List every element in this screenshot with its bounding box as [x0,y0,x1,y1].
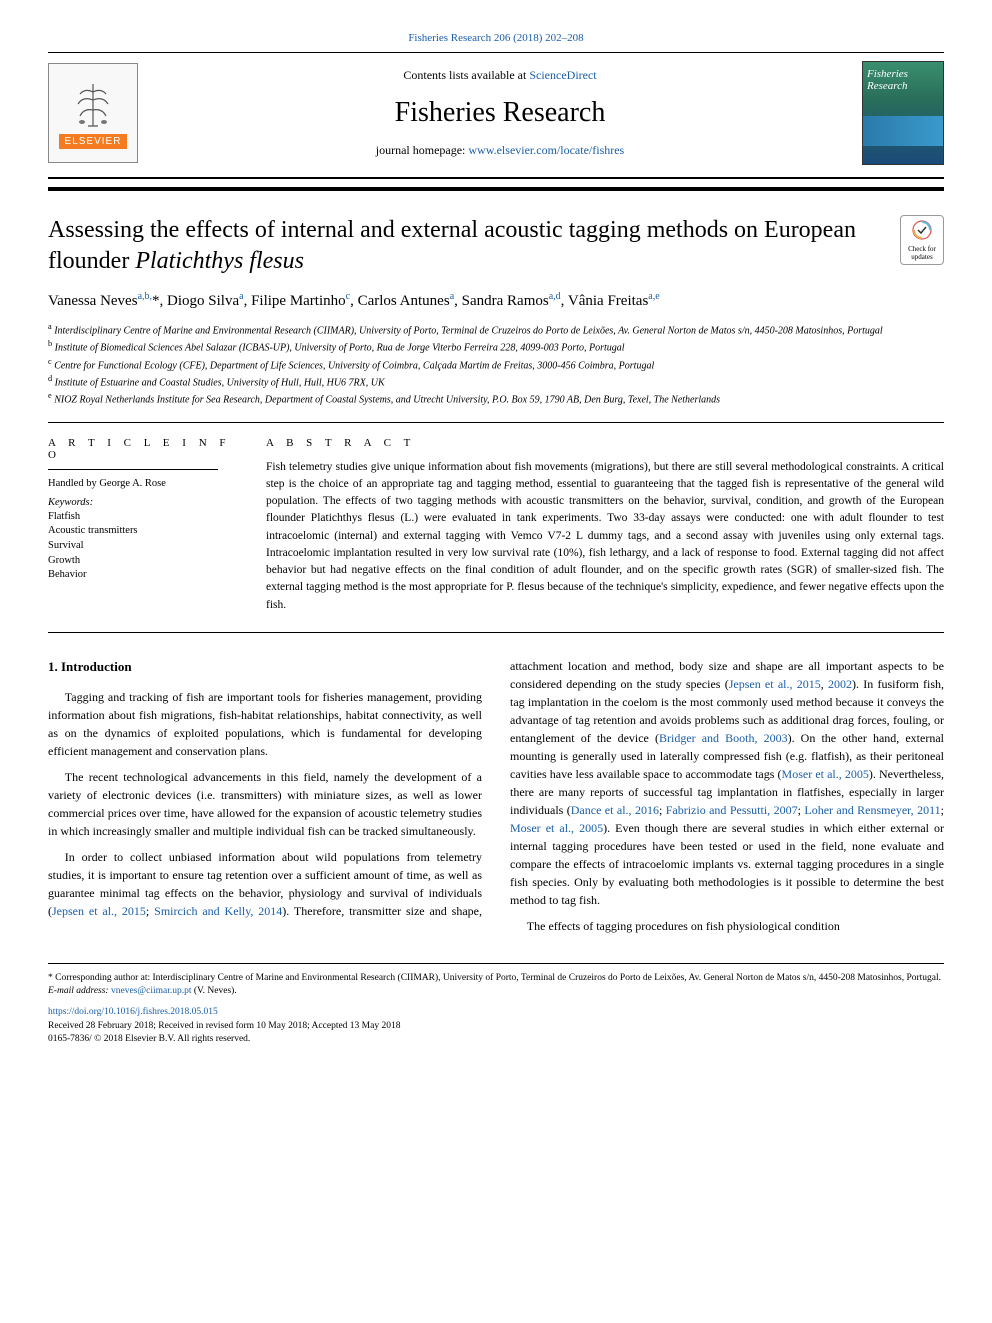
contents-prefix: Contents lists available at [403,68,529,82]
contents-line: Contents lists available at ScienceDirec… [138,68,862,83]
keywords-label: Keywords: [48,497,238,508]
body-columns: 1. Introduction Tagging and tracking of … [48,657,944,935]
introduction-section: 1. Introduction Tagging and tracking of … [48,657,944,935]
article-info-heading: A R T I C L E I N F O [48,437,238,461]
footer-corresponding: * Corresponding author at: Interdiscipli… [48,963,944,999]
abstract: A B S T R A C T Fish telemetry studies g… [266,437,944,614]
body-paragraph: Tagging and tracking of fish are importa… [48,688,482,760]
affiliation: a Interdisciplinary Centre of Marine and… [48,321,944,338]
issn-copyright: 0165-7836/ © 2018 Elsevier B.V. All righ… [48,1033,944,1046]
affiliations: a Interdisciplinary Centre of Marine and… [48,321,944,408]
affiliation: d Institute of Estuarine and Coastal Stu… [48,373,944,390]
abstract-heading: A B S T R A C T [266,437,944,449]
journal-cover-thumb: Fisheries Research [862,61,944,165]
handled-by: Handled by George A. Rose [48,478,238,489]
affiliation: c Centre for Functional Ecology (CFE), D… [48,356,944,373]
elsevier-tree-icon [68,77,118,132]
email-line: E-mail address: vneves@ciimar.up.pt (V. … [48,985,944,998]
email-suffix: (V. Neves). [192,986,237,996]
affiliation: b Institute of Biomedical Sciences Abel … [48,338,944,355]
homepage-prefix: journal homepage: [376,143,469,157]
email-label: E-mail address: [48,986,111,996]
info-abstract-row: A R T I C L E I N F O Handled by George … [48,422,944,633]
elsevier-label: ELSEVIER [59,134,128,149]
elsevier-logo: ELSEVIER [48,63,138,163]
updates-icon [912,220,932,245]
title-species: Platichthys flesus [135,248,304,274]
section-heading: 1. Introduction [48,657,482,677]
body-paragraph: The effects of tagging procedures on fis… [510,917,944,935]
cover-title: Fisheries Research [867,68,939,92]
title-row: Assessing the effects of internal and ex… [48,215,944,277]
top-citation: Fisheries Research 206 (2018) 202–208 [48,32,944,44]
corresponding-author: * Corresponding author at: Interdiscipli… [48,972,944,985]
article-info: A R T I C L E I N F O Handled by George … [48,437,238,614]
keyword: Growth [48,554,238,569]
keyword: Behavior [48,568,238,583]
homepage-line: journal homepage: www.elsevier.com/locat… [138,143,862,158]
keyword: Acoustic transmitters [48,524,238,539]
abstract-text: Fish telemetry studies give unique infor… [266,459,944,614]
check-for-updates-badge[interactable]: Check for updates [900,215,944,265]
updates-text-2: updates [911,253,932,261]
received-dates: Received 28 February 2018; Received in r… [48,1020,944,1033]
sciencedirect-link[interactable]: ScienceDirect [529,68,596,82]
cover-strip [863,116,943,146]
updates-text-1: Check for [908,245,936,253]
doi-block: https://doi.org/10.1016/j.fishres.2018.0… [48,1006,944,1046]
thick-rule [48,187,944,191]
keyword: Flatfish [48,510,238,525]
affiliation: e NIOZ Royal Netherlands Institute for S… [48,390,944,407]
authors: Vanessa Nevesa,b,*, Diogo Silvaa, Filipe… [48,289,944,313]
keyword: Survival [48,539,238,554]
mini-rule [48,469,218,470]
header-center: Contents lists available at ScienceDirec… [138,68,862,158]
article-title: Assessing the effects of internal and ex… [48,215,888,277]
doi-link[interactable]: https://doi.org/10.1016/j.fishres.2018.0… [48,1007,218,1017]
journal-header: ELSEVIER Contents lists available at Sci… [48,52,944,179]
journal-title: Fisheries Research [138,97,862,129]
homepage-url[interactable]: www.elsevier.com/locate/fishres [468,143,624,157]
email-link[interactable]: vneves@ciimar.up.pt [111,986,192,996]
body-paragraph: The recent technological advancements in… [48,768,482,840]
